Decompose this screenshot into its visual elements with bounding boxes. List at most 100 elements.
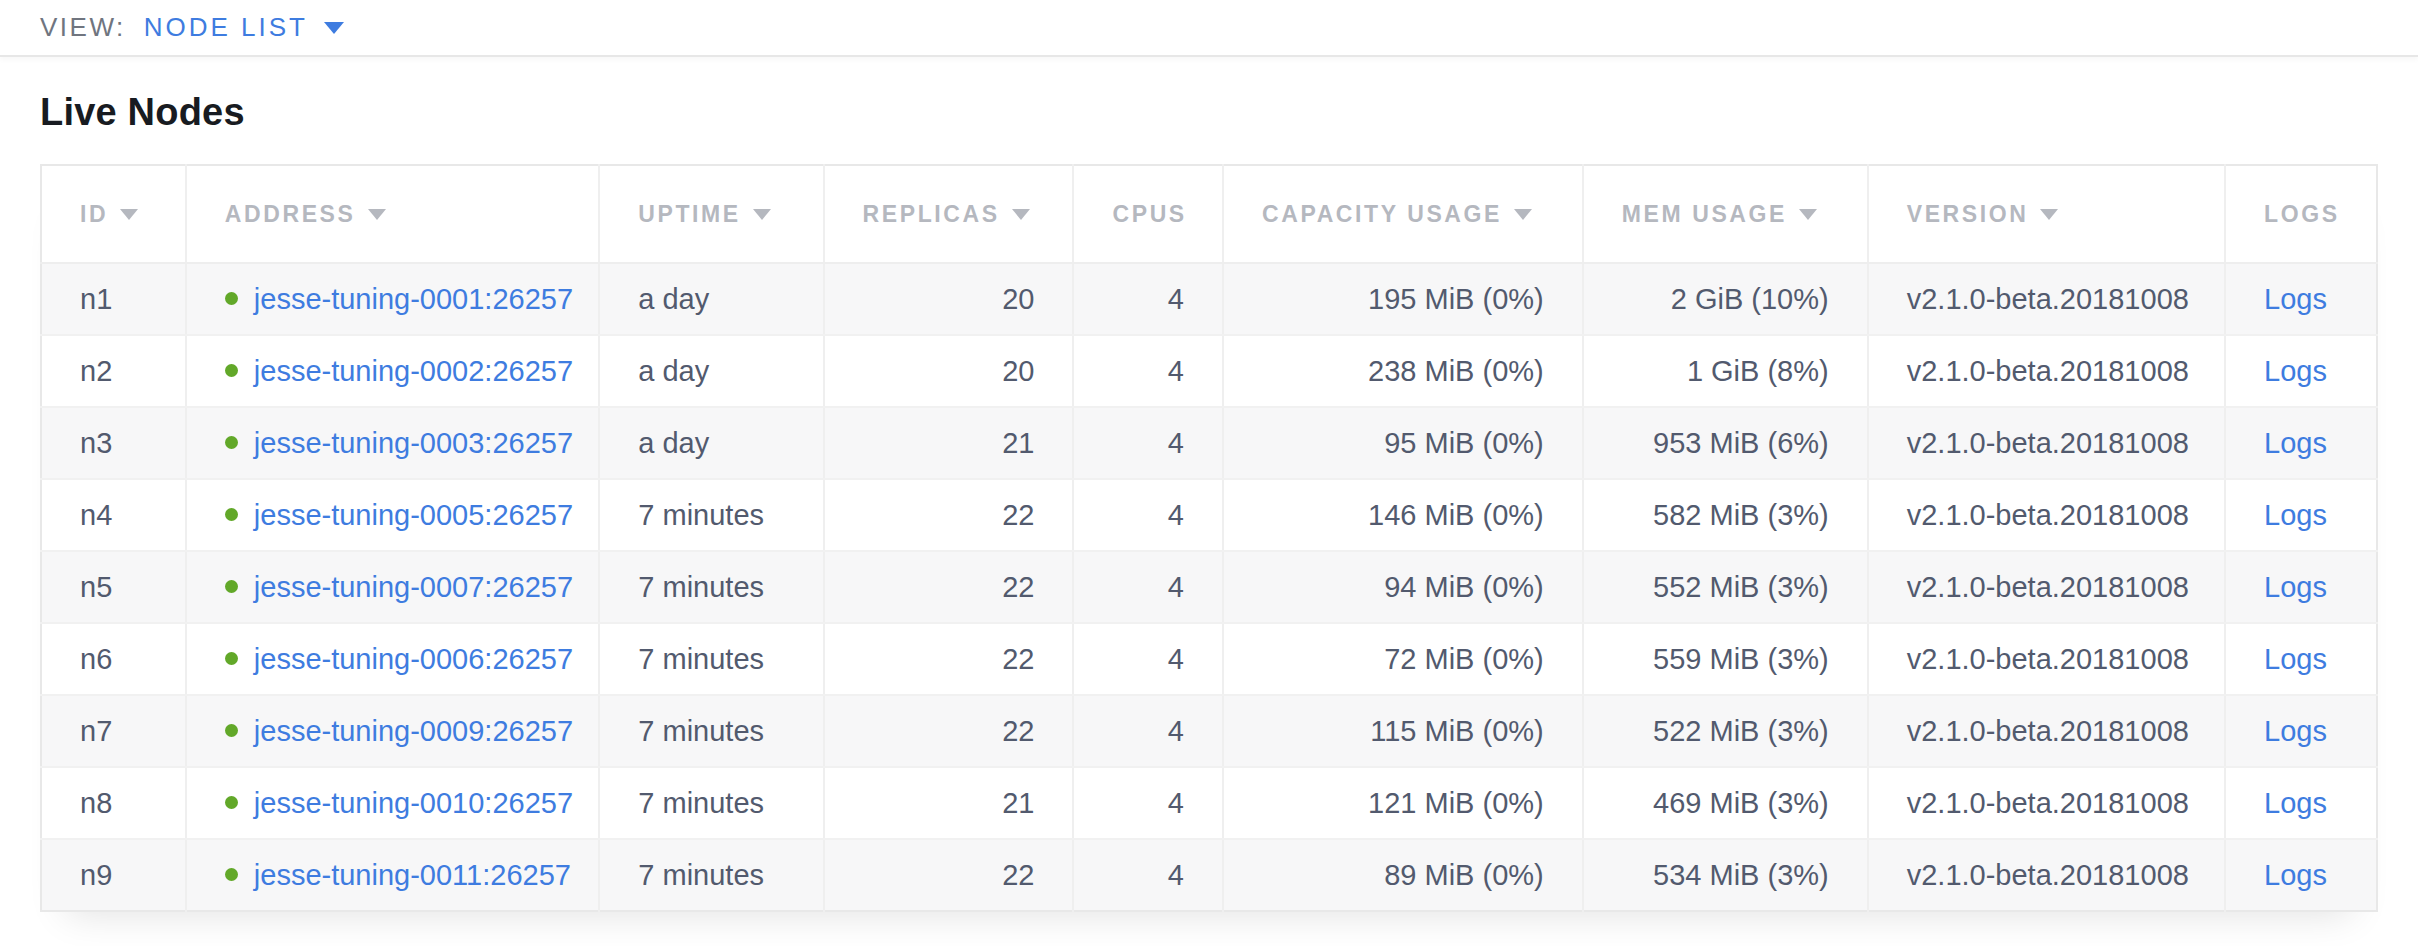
column-header-label: REPLICAS — [863, 201, 1000, 227]
column-header-label: CAPACITY USAGE — [1262, 201, 1502, 227]
cpus-cell: 4 — [1073, 695, 1223, 767]
table-row: n7 jesse-tuning-0009:26257 7 minutes 22 … — [41, 695, 2377, 767]
node-address-link[interactable]: jesse-tuning-0007:26257 — [254, 571, 573, 603]
node-id-cell: n3 — [41, 407, 186, 479]
node-address-link[interactable]: jesse-tuning-0002:26257 — [254, 355, 573, 387]
view-selector-dropdown[interactable]: NODE LIST — [144, 12, 344, 43]
caret-down-icon — [324, 22, 344, 34]
table-row: n6 jesse-tuning-0006:26257 7 minutes 22 … — [41, 623, 2377, 695]
node-live-dot-icon — [225, 724, 238, 737]
cpus-cell: 4 — [1073, 767, 1223, 839]
table-header-row: ID ADDRESS UPTIME REPLICAS CPUS CAPACITY… — [41, 165, 2377, 263]
mem-usage-cell: 582 MiB (3%) — [1583, 479, 1868, 551]
uptime-cell: 7 minutes — [599, 551, 823, 623]
column-header-label: MEM USAGE — [1622, 201, 1787, 227]
capacity-usage-cell: 195 MiB (0%) — [1223, 263, 1583, 335]
sort-desc-arrow-icon — [368, 209, 386, 220]
sort-desc-arrow-icon — [120, 209, 138, 220]
node-id-cell: n8 — [41, 767, 186, 839]
column-header-version[interactable]: VERSION — [1868, 165, 2225, 263]
node-id-cell: n1 — [41, 263, 186, 335]
column-header-capacity-usage[interactable]: CAPACITY USAGE — [1223, 165, 1583, 263]
node-id-cell: n5 — [41, 551, 186, 623]
node-logs-link[interactable]: Logs — [2264, 283, 2327, 315]
capacity-usage-cell: 72 MiB (0%) — [1223, 623, 1583, 695]
mem-usage-cell: 559 MiB (3%) — [1583, 623, 1868, 695]
column-header-address[interactable]: ADDRESS — [186, 165, 599, 263]
replicas-cell: 22 — [824, 623, 1074, 695]
column-header-logs: LOGS — [2225, 165, 2377, 263]
capacity-usage-cell: 146 MiB (0%) — [1223, 479, 1583, 551]
replicas-cell: 22 — [824, 839, 1074, 911]
page-title: Live Nodes — [40, 91, 2418, 134]
node-address-link[interactable]: jesse-tuning-0003:26257 — [254, 427, 573, 459]
table-row: n1 jesse-tuning-0001:26257 a day 20 4 19… — [41, 263, 2377, 335]
version-cell: v2.1.0-beta.20181008 — [1868, 767, 2225, 839]
cpus-cell: 4 — [1073, 839, 1223, 911]
node-logs-link[interactable]: Logs — [2264, 859, 2327, 891]
mem-usage-cell: 534 MiB (3%) — [1583, 839, 1868, 911]
node-logs-link[interactable]: Logs — [2264, 427, 2327, 459]
node-live-dot-icon — [225, 436, 238, 449]
replicas-cell: 22 — [824, 551, 1074, 623]
node-live-dot-icon — [225, 508, 238, 521]
column-header-label: ADDRESS — [225, 201, 356, 227]
cpus-cell: 4 — [1073, 263, 1223, 335]
node-id-cell: n6 — [41, 623, 186, 695]
version-cell: v2.1.0-beta.20181008 — [1868, 407, 2225, 479]
column-header-label: UPTIME — [638, 201, 741, 227]
node-address-link[interactable]: jesse-tuning-0010:26257 — [254, 787, 573, 819]
node-live-dot-icon — [225, 796, 238, 809]
table-row: n2 jesse-tuning-0002:26257 a day 20 4 23… — [41, 335, 2377, 407]
table-row: n8 jesse-tuning-0010:26257 7 minutes 21 … — [41, 767, 2377, 839]
mem-usage-cell: 1 GiB (8%) — [1583, 335, 1868, 407]
uptime-cell: 7 minutes — [599, 623, 823, 695]
view-bar: VIEW: NODE LIST — [0, 0, 2418, 57]
column-header-replicas[interactable]: REPLICAS — [824, 165, 1074, 263]
sort-desc-arrow-icon — [2040, 209, 2058, 220]
column-header-uptime[interactable]: UPTIME — [599, 165, 823, 263]
table-row: n3 jesse-tuning-0003:26257 a day 21 4 95… — [41, 407, 2377, 479]
node-live-dot-icon — [225, 364, 238, 377]
node-logs-link[interactable]: Logs — [2264, 787, 2327, 819]
node-id-cell: n2 — [41, 335, 186, 407]
cpus-cell: 4 — [1073, 335, 1223, 407]
version-cell: v2.1.0-beta.20181008 — [1868, 263, 2225, 335]
cpus-cell: 4 — [1073, 407, 1223, 479]
mem-usage-cell: 2 GiB (10%) — [1583, 263, 1868, 335]
table-row: n5 jesse-tuning-0007:26257 7 minutes 22 … — [41, 551, 2377, 623]
column-header-label: ID — [80, 201, 108, 227]
sort-desc-arrow-icon — [753, 209, 771, 220]
table-row: n4 jesse-tuning-0005:26257 7 minutes 22 … — [41, 479, 2377, 551]
capacity-usage-cell: 95 MiB (0%) — [1223, 407, 1583, 479]
cpus-cell: 4 — [1073, 479, 1223, 551]
node-live-dot-icon — [225, 868, 238, 881]
node-logs-link[interactable]: Logs — [2264, 355, 2327, 387]
view-selector-value: NODE LIST — [144, 12, 308, 43]
capacity-usage-cell: 238 MiB (0%) — [1223, 335, 1583, 407]
replicas-cell: 22 — [824, 695, 1074, 767]
sort-desc-arrow-icon — [1514, 209, 1532, 220]
node-address-link[interactable]: jesse-tuning-0011:26257 — [254, 859, 571, 891]
node-logs-link[interactable]: Logs — [2264, 499, 2327, 531]
capacity-usage-cell: 115 MiB (0%) — [1223, 695, 1583, 767]
version-cell: v2.1.0-beta.20181008 — [1868, 839, 2225, 911]
version-cell: v2.1.0-beta.20181008 — [1868, 479, 2225, 551]
column-header-mem-usage[interactable]: MEM USAGE — [1583, 165, 1868, 263]
replicas-cell: 22 — [824, 479, 1074, 551]
node-live-dot-icon — [225, 580, 238, 593]
node-address-link[interactable]: jesse-tuning-0001:26257 — [254, 283, 573, 315]
node-address-link[interactable]: jesse-tuning-0006:26257 — [254, 643, 573, 675]
node-logs-link[interactable]: Logs — [2264, 643, 2327, 675]
column-header-label: VERSION — [1907, 201, 2029, 227]
node-logs-link[interactable]: Logs — [2264, 571, 2327, 603]
node-id-cell: n4 — [41, 479, 186, 551]
node-id-cell: n7 — [41, 695, 186, 767]
node-logs-link[interactable]: Logs — [2264, 715, 2327, 747]
node-address-link[interactable]: jesse-tuning-0005:26257 — [254, 499, 573, 531]
column-header-id[interactable]: ID — [41, 165, 186, 263]
uptime-cell: 7 minutes — [599, 479, 823, 551]
node-address-link[interactable]: jesse-tuning-0009:26257 — [254, 715, 573, 747]
version-cell: v2.1.0-beta.20181008 — [1868, 623, 2225, 695]
uptime-cell: a day — [599, 407, 823, 479]
